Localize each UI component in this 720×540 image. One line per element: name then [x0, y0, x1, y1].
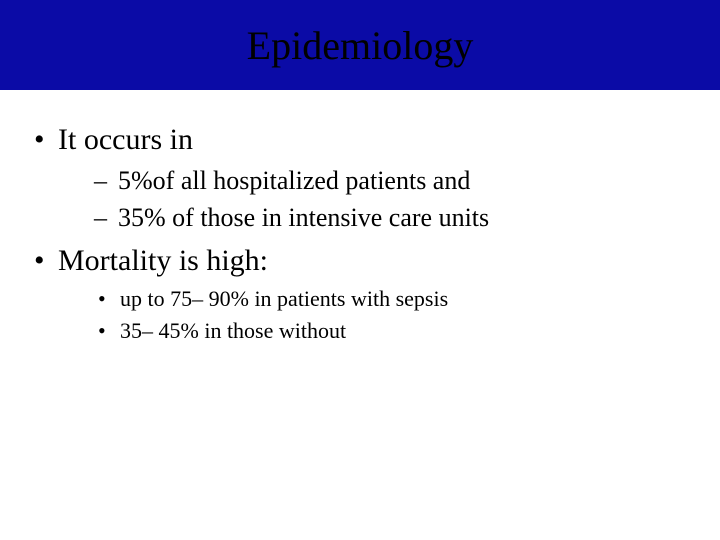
bullet-item: 35% of those in intensive care units [94, 200, 690, 235]
bullet-text: 35% of those in intensive care units [118, 203, 489, 232]
bullet-text: It occurs in [58, 123, 193, 156]
bullet-text: 35– 45% in those without [120, 318, 346, 343]
bullet-list-level2: 5%of all hospitalized patients and 35% o… [58, 163, 690, 235]
bullet-item: 5%of all hospitalized patients and [94, 163, 690, 198]
bullet-item: up to 75– 90% in patients with sepsis [98, 284, 690, 314]
bullet-item: Mortality is high: up to 75– 90% in pati… [30, 241, 690, 345]
bullet-text: up to 75– 90% in patients with sepsis [120, 286, 448, 311]
bullet-list-level1: It occurs in 5%of all hospitalized patie… [30, 120, 690, 346]
slide-title: Epidemiology [247, 22, 474, 69]
bullet-item: 35– 45% in those without [98, 316, 690, 346]
bullet-item: It occurs in 5%of all hospitalized patie… [30, 120, 690, 235]
slide-body: It occurs in 5%of all hospitalized patie… [0, 90, 720, 346]
title-bar: Epidemiology [0, 0, 720, 90]
bullet-text: 5%of all hospitalized patients and [118, 166, 470, 195]
bullet-text: Mortality is high: [58, 244, 268, 277]
bullet-list-level3: up to 75– 90% in patients with sepsis 35… [58, 284, 690, 345]
